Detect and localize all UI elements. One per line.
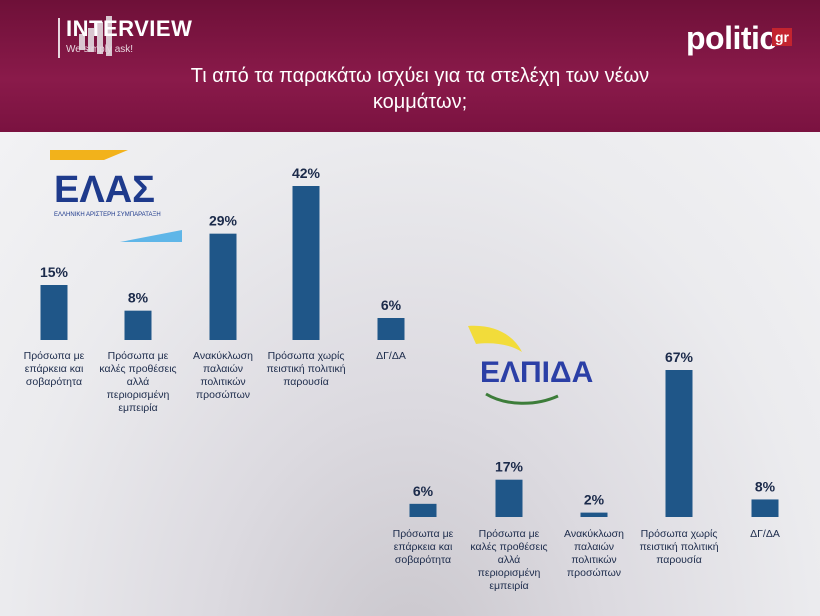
chart-title-line2: κομμάτων;	[372, 91, 468, 113]
value-label-chart1-4: 42%	[292, 165, 321, 181]
value-label-chart1-2: 8%	[128, 290, 149, 306]
publisher-logo: politic	[686, 20, 777, 56]
svg-text:ΕΛΠΙΔΑ: ΕΛΠΙΔΑ	[480, 356, 593, 389]
bar-chart1-2	[124, 310, 152, 340]
bar-chart1-1	[40, 285, 68, 340]
category-label-chart2-1: Πρόσωπα με επάρκεια και σοβαρότητα	[392, 528, 454, 566]
bar-chart2-5	[751, 499, 779, 517]
chart-title: Τι από τα παρακάτω ισχύει για τα στελέχη…	[90, 63, 750, 115]
interview-bars-icon	[79, 16, 112, 56]
value-label-chart1-1: 15%	[40, 264, 69, 280]
value-label-chart2-4: 67%	[665, 349, 694, 365]
value-label-chart2-2: 17%	[495, 459, 524, 475]
value-label-chart1-5: 6%	[381, 297, 402, 313]
header-banner: INTERVIEW We simply ask! politic gr Τι α…	[0, 0, 820, 132]
chart-title-line1: Τι από τα παρακάτω ισχύει για τα στελέχη…	[190, 65, 650, 87]
elas-party-logo: ΕΛΑΣ ΕΛΛΗΝΙΚΗ ΑΡΙΣΤΕΡΗ ΣΥΜΠΑΡΑΤΑΞΗ	[50, 150, 182, 242]
value-label-chart2-5: 8%	[755, 478, 776, 494]
category-label-chart2-2: Πρόσωπα με καλές προθέσεις αλλά περιορισ…	[470, 528, 548, 592]
bar-chart1-5	[377, 318, 405, 340]
value-label-chart1-3: 29%	[209, 213, 238, 229]
category-label-chart1-3: Ανακύκλωση παλαιών πολιτικών προσώπων	[193, 350, 253, 401]
bar-chart2-1	[409, 503, 437, 517]
category-label-chart2-3: Ανακύκλωση παλαιών πολιτικών προσώπων	[564, 528, 624, 579]
category-label-chart1-5: ΔΓ/ΔΑ	[376, 350, 406, 362]
bar-chart2-4	[665, 370, 693, 517]
value-label-chart2-1: 6%	[413, 483, 434, 499]
bar-chart1-3	[209, 233, 237, 340]
category-label-chart2-4: Πρόσωπα χωρίς πειστική πολιτική παρουσία	[639, 528, 719, 566]
brand-name: INTERVIEW	[66, 16, 193, 41]
category-label-chart2-5: ΔΓ/ΔΑ	[750, 528, 780, 540]
bar-chart2-2	[495, 479, 523, 517]
value-label-chart2-3: 2%	[584, 492, 605, 508]
category-label-chart1-2: Πρόσωπα με καλές προθέσεις αλλά περιορισ…	[99, 350, 177, 414]
category-label-chart1-1: Πρόσωπα με επάρκεια και σοβαρότητα	[23, 350, 85, 388]
category-label-chart1-4: Πρόσωπα χωρίς πειστική πολιτική παρουσία	[266, 350, 346, 388]
publisher-logo-suffix: gr	[772, 28, 792, 46]
svg-text:ΕΛΛΗΝΙΚΗ ΑΡΙΣΤΕΡΗ ΣΥΜΠΑΡΑΤΑΞΗ: ΕΛΛΗΝΙΚΗ ΑΡΙΣΤΕΡΗ ΣΥΜΠΑΡΑΤΑΞΗ	[54, 212, 161, 218]
brand-separator	[58, 18, 60, 58]
elpida-party-logo: ΕΛΠΙΔΑ	[468, 325, 593, 405]
svg-text:ΕΛΑΣ: ΕΛΑΣ	[54, 169, 155, 211]
bar-chart2-3	[580, 512, 608, 517]
bar-chart1-4	[292, 186, 320, 340]
brand-tagline: We simply ask!	[66, 44, 134, 55]
